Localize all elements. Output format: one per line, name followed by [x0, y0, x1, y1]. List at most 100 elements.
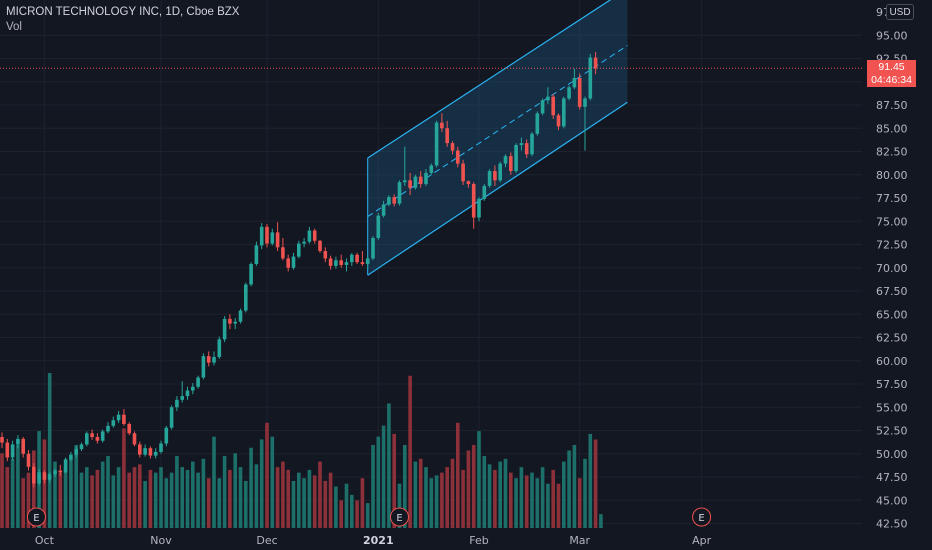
candle [466, 180, 471, 188]
volume-bar [424, 467, 428, 528]
candle [503, 154, 508, 168]
time-tick-label: Nov [150, 534, 172, 547]
volume-bar [392, 433, 396, 528]
candle-body [164, 427, 169, 444]
volume-bar [440, 472, 444, 528]
price-axis[interactable]: 97 42.5045.0047.5050.0052.5055.0057.5060… [876, 6, 908, 531]
volume-bar [191, 461, 195, 528]
volume-bar [477, 431, 481, 528]
volume-bar [58, 472, 63, 528]
volume-bar [572, 444, 577, 528]
volume-bar [519, 467, 524, 528]
currency-button[interactable]: USD [886, 4, 914, 20]
candle-body [53, 470, 57, 475]
symbol-title[interactable]: MICRON TECHNOLOGY INC, 1D, Cboe BZX [6, 6, 240, 18]
volume-bar [153, 472, 158, 528]
volume-bar [275, 467, 280, 528]
candle-body [0, 437, 4, 443]
candle-body [551, 96, 555, 116]
volume-bar [307, 469, 312, 528]
candle [217, 336, 222, 359]
candle-body [10, 444, 15, 458]
candle [265, 224, 269, 248]
candle [222, 316, 227, 343]
candle [212, 351, 216, 366]
candle-body [588, 57, 593, 99]
candle [461, 159, 465, 185]
candle [259, 223, 264, 250]
volume-bar [567, 450, 571, 528]
candle-body [429, 165, 434, 173]
volume-bar [456, 422, 460, 528]
candle-body [493, 171, 497, 181]
volume-bar [90, 475, 94, 528]
candle-body [593, 57, 598, 69]
candle [16, 435, 20, 449]
volume-bar [498, 461, 502, 528]
volume-bar [328, 472, 333, 528]
earnings-marker[interactable]: E [692, 507, 712, 527]
candle-body [148, 448, 153, 456]
candle-body [519, 143, 524, 145]
candle [413, 174, 418, 190]
candle [206, 351, 211, 367]
candle-body [254, 245, 259, 265]
volume-bar [434, 475, 439, 528]
candle [403, 146, 407, 186]
volume-bar [588, 433, 593, 528]
candle-body [122, 414, 126, 424]
candle [471, 182, 476, 229]
candle [286, 254, 290, 272]
candle-body [318, 240, 322, 252]
volume-bar [318, 461, 322, 528]
parallel-channel[interactable] [367, 0, 628, 276]
candle-body [106, 425, 110, 432]
candle [418, 171, 423, 188]
candle [281, 237, 285, 261]
candle [577, 73, 582, 110]
price-tick-label: 42.50 [876, 518, 908, 531]
candle-body [286, 258, 290, 268]
candle-body [16, 438, 20, 445]
volume-bar [63, 467, 68, 528]
volume-bar [10, 458, 15, 528]
volume-bar [185, 469, 190, 528]
candle-body [5, 442, 10, 458]
candle-body [328, 258, 333, 266]
volume-bar [254, 464, 259, 528]
candle [551, 93, 555, 119]
volume-bar [286, 469, 290, 528]
earnings-marker[interactable]: E [390, 507, 409, 527]
candle-body [471, 184, 476, 218]
volume-bar [249, 447, 253, 528]
time-axis[interactable]: Oct Nov Dec 2021 Feb Mar Apr [35, 534, 712, 547]
candle [567, 85, 571, 101]
candle-body [297, 243, 301, 257]
volume-bar [228, 469, 232, 528]
time-tick-label: Oct [35, 534, 55, 547]
candle [95, 433, 100, 444]
candle-body [562, 98, 566, 127]
volume-bar [397, 483, 402, 528]
candle [275, 222, 280, 252]
volume-bar [413, 461, 418, 528]
volume-bar [222, 456, 227, 528]
volume-bar [217, 478, 222, 528]
candle-body [63, 459, 68, 473]
candle-body [514, 144, 518, 172]
volume-bar [376, 436, 381, 528]
volume-bar [159, 467, 163, 528]
candle [191, 383, 195, 395]
volume-bar [445, 467, 449, 528]
candle-body [127, 423, 131, 434]
price-tick-label: 77.50 [876, 192, 908, 205]
candle-body [21, 438, 25, 454]
candle [79, 442, 84, 451]
volume-indicator-label[interactable]: Vol [6, 21, 22, 33]
candle [201, 353, 206, 380]
candle-body [275, 232, 280, 248]
earnings-marker[interactable]: E [26, 507, 46, 527]
